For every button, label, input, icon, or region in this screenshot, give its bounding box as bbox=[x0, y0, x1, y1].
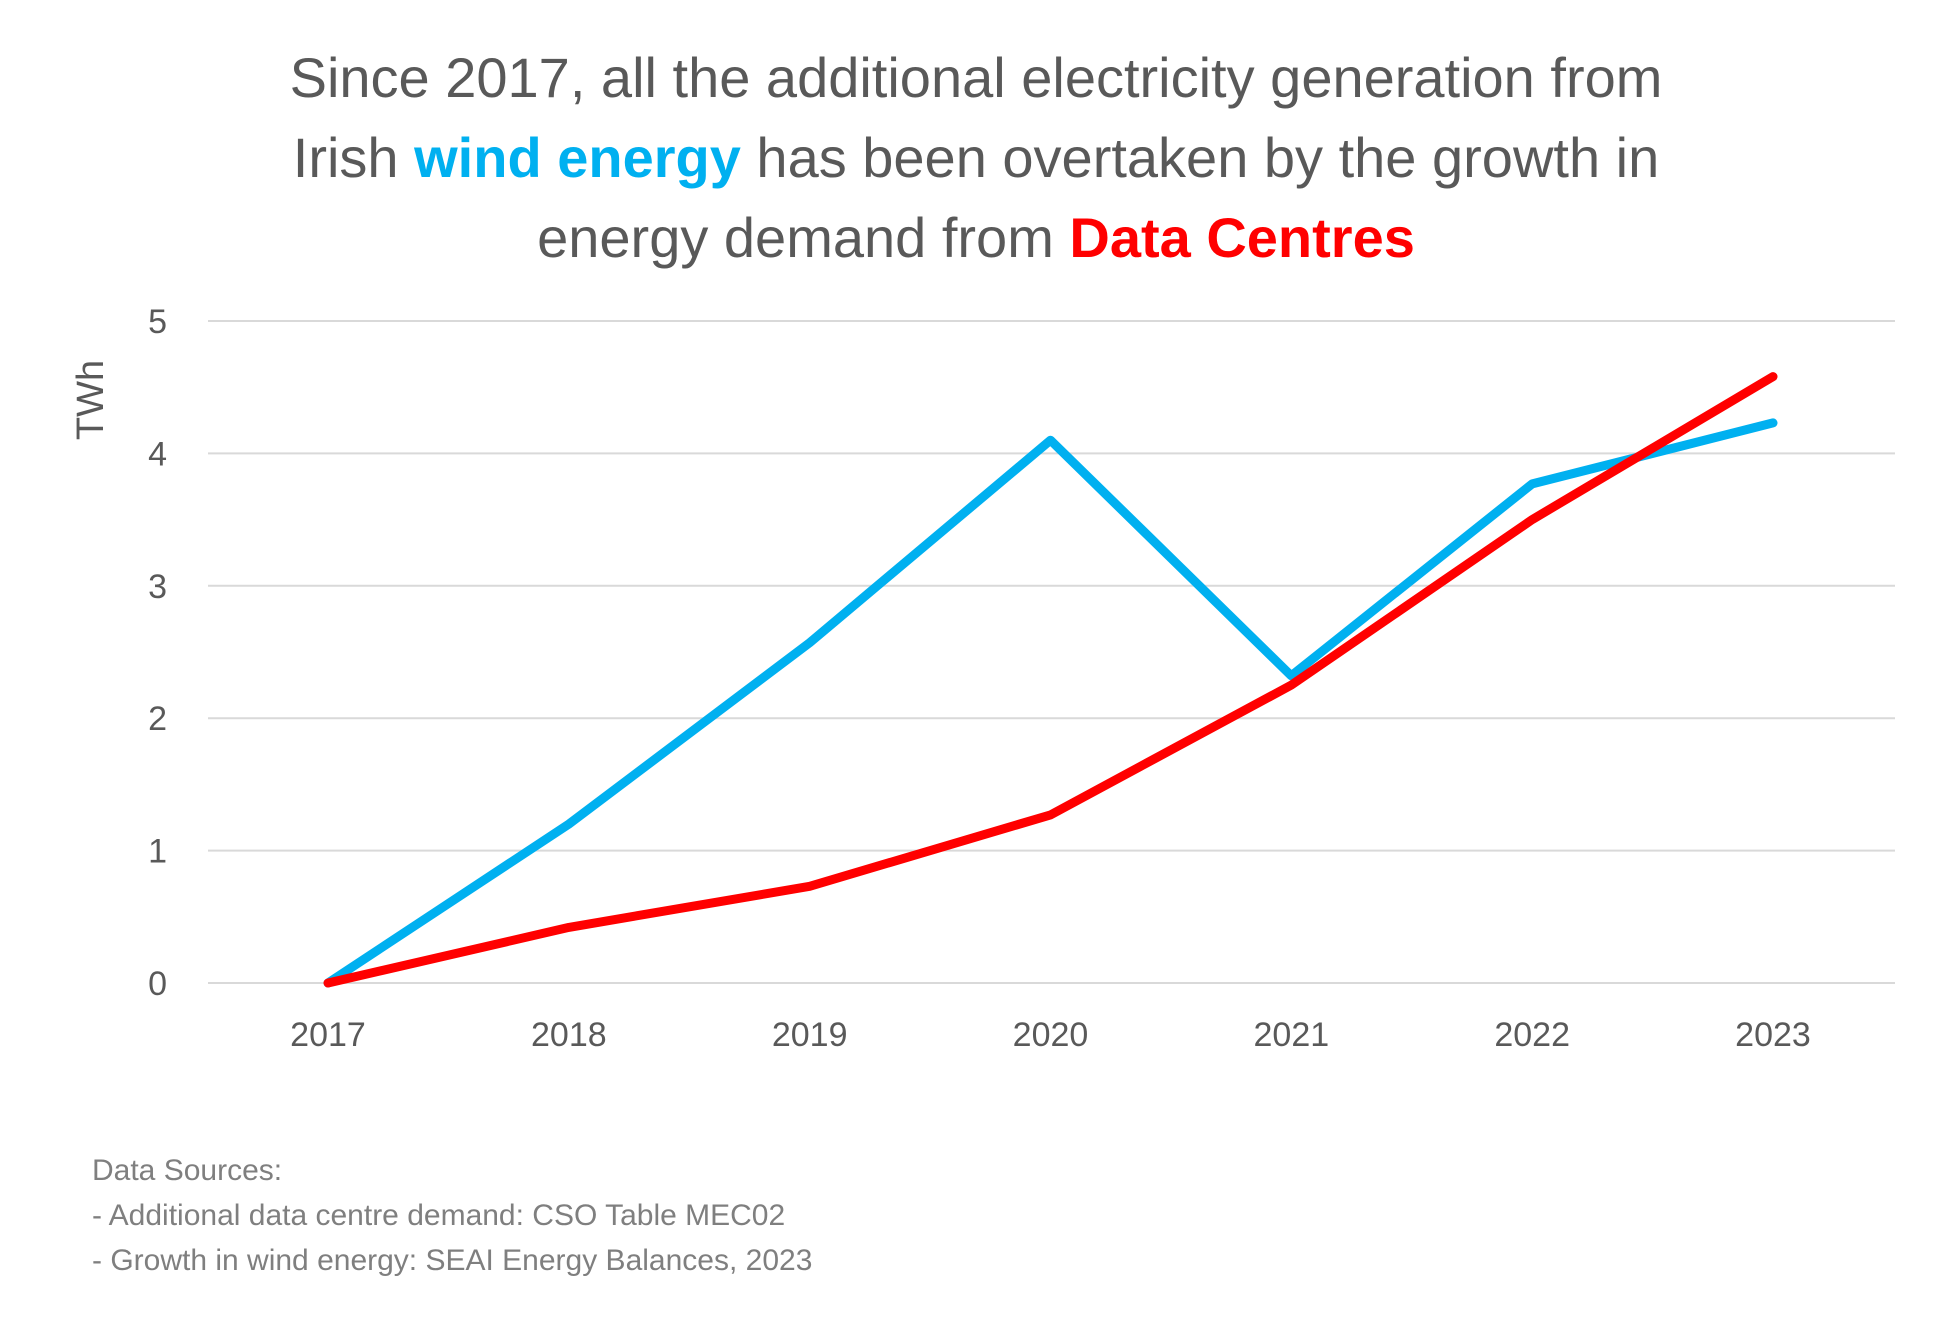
x-axis-tick-labels: 2017 2018 2019 2020 2021 2022 2023 bbox=[290, 1016, 1811, 1054]
y-tick-label-4: 4 bbox=[148, 435, 167, 473]
x-tick-label-2018: 2018 bbox=[531, 1016, 607, 1054]
title-line-1: Since 2017, all the additional electrici… bbox=[289, 46, 1663, 109]
data-source-item-1: - Additional data centre demand: CSO Tab… bbox=[92, 1199, 786, 1232]
x-tick-label-2022: 2022 bbox=[1494, 1016, 1570, 1054]
title-wind-energy-highlight: wind energy bbox=[414, 126, 741, 189]
x-tick-label-2020: 2020 bbox=[1013, 1016, 1089, 1054]
data-sources-heading: Data Sources: bbox=[92, 1154, 283, 1187]
x-tick-label-2021: 2021 bbox=[1254, 1016, 1330, 1054]
y-tick-label-1: 1 bbox=[148, 833, 167, 871]
y-axis-label: TWh bbox=[70, 360, 112, 440]
data-sources-note: Data Sources: - Additional data centre d… bbox=[92, 1148, 812, 1283]
x-tick-label-2023: 2023 bbox=[1735, 1016, 1811, 1054]
title-line-2-start: Irish bbox=[292, 126, 415, 189]
x-tick-label-2017: 2017 bbox=[290, 1016, 366, 1054]
y-tick-label-5: 5 bbox=[148, 303, 167, 341]
series-lines bbox=[323, 372, 1778, 988]
title-line-2: Irish wind energy has been overtaken by … bbox=[0, 118, 1952, 198]
x-tick-label-2019: 2019 bbox=[772, 1016, 848, 1054]
y-tick-label-3: 3 bbox=[148, 568, 167, 606]
chart-title: Since 2017, all the additional electrici… bbox=[0, 38, 1952, 278]
data-centres-series-line bbox=[323, 372, 1778, 988]
y-axis-tick-labels: 0 1 2 3 4 5 bbox=[148, 303, 167, 1003]
wind-energy-series-line bbox=[323, 418, 1778, 988]
y-tick-label-0: 0 bbox=[148, 965, 167, 1003]
title-line-2-end: has been overtaken by the growth in bbox=[740, 126, 1660, 189]
title-data-centres-highlight: Data Centres bbox=[1069, 206, 1415, 269]
title-line-3: energy demand from Data Centres bbox=[0, 198, 1952, 278]
y-tick-label-2: 2 bbox=[148, 700, 167, 738]
gridlines bbox=[208, 320, 1895, 984]
data-source-item-2: - Growth in wind energy: SEAI Energy Bal… bbox=[92, 1244, 813, 1277]
title-line-3-start: energy demand from bbox=[537, 206, 1070, 269]
